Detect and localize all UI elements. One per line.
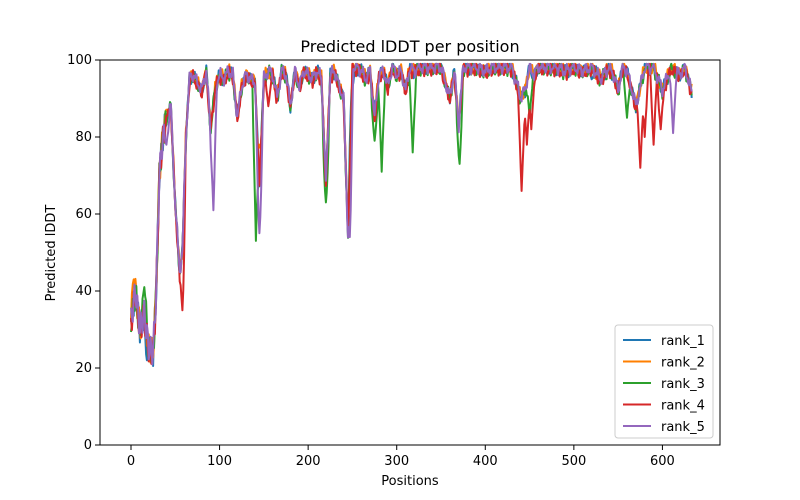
legend-label-rank_3: rank_3 xyxy=(661,377,705,392)
legend-label-rank_4: rank_4 xyxy=(661,399,705,414)
x-tick-label: 500 xyxy=(561,454,586,469)
plot-frame xyxy=(99,59,721,446)
x-tick-label: 300 xyxy=(384,454,409,469)
legend-label-rank_2: rank_2 xyxy=(661,356,705,371)
legend-label-rank_5: rank_5 xyxy=(661,420,705,435)
y-axis-label: Predicted lDDT xyxy=(44,205,59,302)
legend-label-rank_1: rank_1 xyxy=(661,334,705,349)
y-tick-label: 100 xyxy=(67,53,92,68)
legend-box xyxy=(614,324,714,439)
chart-title: Predicted lDDT per position xyxy=(300,37,519,56)
y-tick-label: 80 xyxy=(75,130,92,145)
x-tick-label: 0 xyxy=(127,454,135,469)
y-tick-label: 60 xyxy=(75,207,92,222)
x-tick-label: 100 xyxy=(207,454,232,469)
y-tick-label: 0 xyxy=(84,438,92,453)
x-tick-label: 200 xyxy=(296,454,321,469)
series-line-rank_3 xyxy=(130,62,693,364)
y-axis-ticks: 0 20 40 60 80 100 xyxy=(67,53,100,453)
legend: rank_1 rank_2 rank_3 rank_4 rank_5 xyxy=(614,324,714,439)
x-axis-label: Positions xyxy=(381,474,439,489)
x-tick-label: 400 xyxy=(473,454,498,469)
y-tick-label: 20 xyxy=(75,361,92,376)
series-line-rank_5 xyxy=(130,62,693,366)
x-axis-ticks: 0 100 200 300 400 500 600 xyxy=(127,445,675,469)
y-tick-label: 40 xyxy=(75,284,92,299)
x-tick-label: 600 xyxy=(650,454,675,469)
series-layer xyxy=(130,62,693,367)
